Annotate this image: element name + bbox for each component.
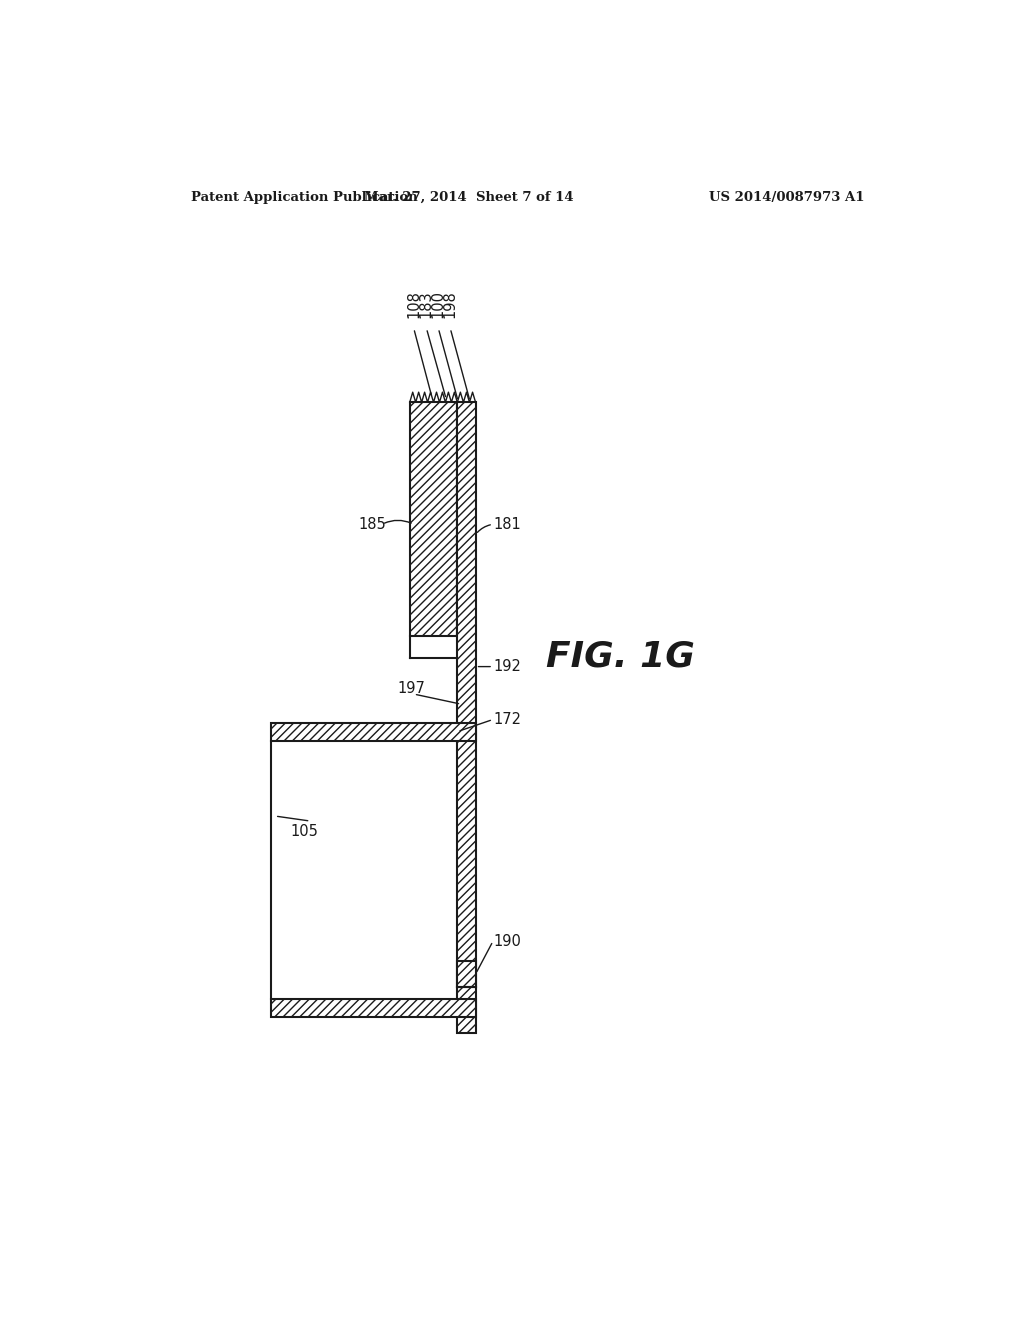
Text: US 2014/0087973 A1: US 2014/0087973 A1: [709, 190, 864, 203]
Text: Mar. 27, 2014  Sheet 7 of 14: Mar. 27, 2014 Sheet 7 of 14: [365, 190, 574, 203]
Text: 192: 192: [494, 659, 521, 675]
Text: 198: 198: [442, 290, 458, 318]
Text: 108: 108: [407, 290, 421, 318]
Text: Patent Application Publication: Patent Application Publication: [191, 190, 418, 203]
Bar: [458, 403, 475, 1032]
Text: 197: 197: [397, 681, 426, 697]
Text: 100: 100: [431, 290, 445, 318]
Bar: [410, 403, 458, 636]
Bar: [458, 961, 475, 987]
Bar: [270, 999, 475, 1018]
Bar: [271, 741, 468, 999]
Text: FIG. 1G: FIG. 1G: [546, 639, 694, 673]
Text: 181: 181: [494, 517, 521, 532]
Text: 190: 190: [494, 933, 521, 949]
Text: 183: 183: [419, 290, 434, 318]
Bar: [270, 722, 475, 741]
Text: 172: 172: [494, 711, 521, 727]
Text: 185: 185: [358, 517, 386, 532]
Text: 105: 105: [291, 824, 318, 838]
